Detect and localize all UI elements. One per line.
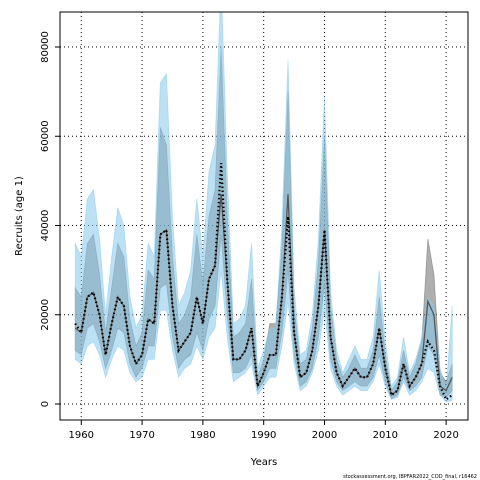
y-tick-label: 80000 bbox=[40, 31, 51, 63]
y-tick-label: 60000 bbox=[40, 120, 51, 152]
plot-area bbox=[60, 12, 468, 420]
x-tick-label: 1990 bbox=[251, 430, 276, 441]
x-tick-label: 1980 bbox=[190, 430, 215, 441]
x-tick-label: 2010 bbox=[373, 430, 398, 441]
x-tick-label: 2000 bbox=[312, 430, 337, 441]
y-tick-label: 0 bbox=[40, 401, 51, 407]
footnote: stockassessment.org, IBPFAR2022_COD_fina… bbox=[343, 474, 477, 480]
x-tick-label: 1960 bbox=[69, 430, 94, 441]
confidence-band bbox=[74, 12, 453, 403]
y-tick-label: 40000 bbox=[40, 210, 51, 242]
x-tick-label: 1970 bbox=[129, 430, 154, 441]
y-tick-label: 20000 bbox=[40, 299, 51, 331]
x-axis-label: Years bbox=[250, 457, 277, 468]
x-tick-label: 2020 bbox=[433, 430, 458, 441]
y-axis-label: Recruits (age 1) bbox=[14, 176, 25, 256]
series-line bbox=[74, 194, 453, 397]
